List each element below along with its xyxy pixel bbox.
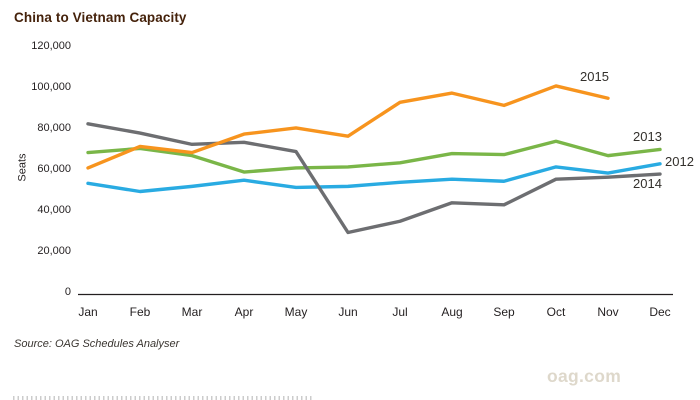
plot-area (78, 84, 673, 296)
x-tick-label-sep: Sep (493, 305, 515, 319)
line-2012 (86, 162, 662, 194)
x-tick-label-oct: Oct (546, 305, 566, 319)
x-tick-label-may: May (284, 305, 308, 319)
y-tick-label: 100,000 (31, 81, 71, 93)
page-title: China to Vietnam Capacity (14, 10, 187, 25)
x-tick-label-apr: Apr (234, 305, 254, 319)
y-tick-label: 20,000 (37, 245, 71, 257)
line-2015 (86, 84, 610, 170)
y-tick-label: 80,000 (37, 122, 71, 134)
series-label-2013: 2013 (633, 129, 662, 144)
x-tick-label-mar: Mar (181, 305, 203, 319)
y-tick-label: 120,000 (31, 40, 71, 52)
clipped-text-line (13, 396, 313, 400)
y-tick-label: 0 (64, 286, 71, 298)
x-tick-label-jul: Jul (392, 305, 408, 319)
line-2013 (86, 139, 662, 174)
y-tick-label: 60,000 (37, 163, 71, 175)
y-tick-label: 40,000 (37, 204, 71, 216)
series-label-2014: 2014 (633, 176, 662, 191)
x-tick-label-aug: Aug (441, 305, 463, 319)
line-2014 (86, 122, 662, 235)
x-tick-label-dec: Dec (649, 305, 671, 319)
x-tick-label-feb: Feb (129, 305, 151, 319)
watermark-oag: oag.com (547, 366, 622, 386)
source-note: Source: OAG Schedules Analyser (14, 338, 180, 350)
x-tick-label-nov: Nov (597, 305, 619, 319)
series-label-2012: 2012 (665, 154, 694, 169)
x-tick-label-jun: Jun (338, 305, 358, 319)
series-label-2015: 2015 (580, 69, 609, 84)
x-tick-label-jan: Jan (78, 305, 98, 319)
